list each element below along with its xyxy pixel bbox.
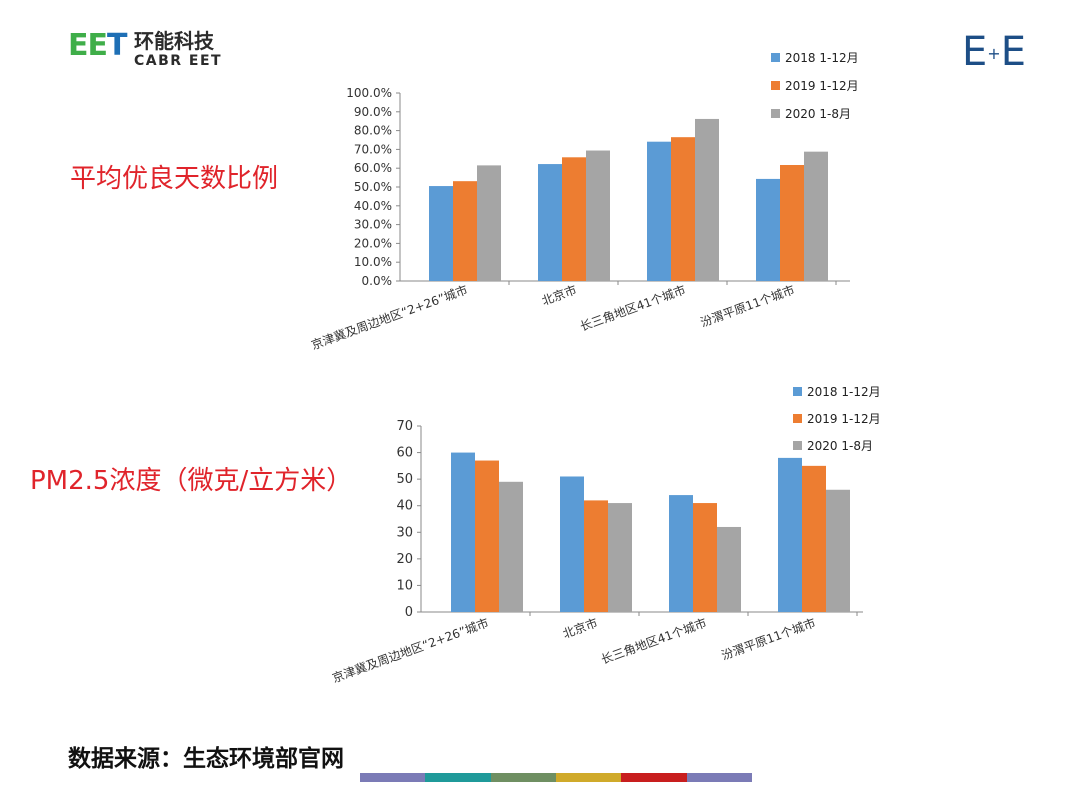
y-tick-label: 90.0% — [354, 105, 392, 119]
bar-3-1 — [477, 165, 501, 281]
y-tick-label: 20.0% — [354, 236, 392, 250]
brand-logo: EET 环能科技 CABR EET — [68, 30, 268, 72]
legend-swatch — [771, 53, 780, 62]
y-tick-label: 100.0% — [346, 86, 392, 100]
y-tick-label: 30 — [396, 525, 413, 540]
x-category-label: 京津冀及周边地区“2+26”城市 — [330, 615, 491, 686]
y-tick-label: 20 — [396, 552, 413, 567]
bar-3-1 — [499, 481, 523, 612]
bar-1-2 — [560, 476, 584, 612]
y-tick-label: 50.0% — [354, 180, 392, 194]
x-category-label: 北京市 — [561, 615, 600, 641]
legend-swatch — [771, 81, 780, 90]
y-tick-label: 50 — [396, 472, 413, 487]
bar-2-1 — [453, 181, 477, 281]
y-tick-label: 10 — [396, 578, 413, 593]
y-tick-label: 30.0% — [354, 218, 392, 232]
legend-label: 2019 1-12月 — [807, 412, 881, 426]
legend-label: 2018 1-12月 — [807, 385, 881, 399]
bar-1-4 — [756, 178, 780, 281]
chart2-side-title: PM2.5浓度（微克/立方米） — [30, 466, 353, 496]
bar-1-1 — [429, 186, 453, 281]
corner-brand-mark: E+E — [962, 30, 1026, 74]
legend-label: 2019 1-12月 — [785, 79, 859, 93]
legend-label: 2020 1-8月 — [785, 107, 851, 121]
bar-3-2 — [608, 503, 632, 612]
bar-3-4 — [826, 489, 850, 612]
bar-2-2 — [584, 500, 608, 612]
bar-2-4 — [780, 165, 804, 281]
x-category-label: 汾渭平原11个城市 — [719, 615, 817, 663]
stripe-segment — [555, 773, 622, 782]
corner-mark-left: E — [962, 29, 988, 75]
stripe-segment — [360, 773, 426, 782]
corner-mark-right: E — [1000, 29, 1026, 75]
y-tick-label: 40.0% — [354, 199, 392, 213]
footer-color-stripe — [360, 773, 752, 782]
stripe-segment — [490, 773, 556, 782]
bar-2-1 — [475, 460, 499, 612]
legend-label: 2018 1-12月 — [785, 51, 859, 65]
bar-3-3 — [717, 526, 741, 612]
bar-1-2 — [538, 164, 562, 281]
bar-1-3 — [669, 495, 693, 612]
y-tick-label: 70 — [396, 419, 413, 434]
stripe-segment — [621, 773, 687, 782]
legend-label: 2020 1-8月 — [807, 439, 873, 453]
legend-swatch — [793, 387, 802, 396]
bar-1-3 — [647, 141, 671, 281]
bar-3-4 — [804, 151, 828, 281]
legend-swatch — [771, 109, 780, 118]
bar-2-3 — [671, 137, 695, 281]
legend-swatch — [793, 414, 802, 423]
corner-mark-plus: + — [987, 44, 1001, 63]
legend-swatch — [793, 441, 802, 450]
y-tick-label: 70.0% — [354, 142, 392, 156]
logo-english-text: CABR EET — [134, 53, 223, 69]
bar-1-1 — [451, 452, 475, 612]
bar-2-2 — [562, 157, 586, 281]
y-tick-label: 0.0% — [362, 274, 393, 288]
bar-2-3 — [693, 503, 717, 612]
y-tick-label: 0 — [405, 605, 413, 620]
logo-mark-green: EE — [68, 28, 108, 63]
data-source-note: 数据来源：生态环境部官网 — [68, 746, 344, 772]
y-tick-label: 40 — [396, 499, 413, 514]
y-tick-label: 80.0% — [354, 124, 392, 138]
bar-3-3 — [695, 118, 719, 281]
chart1-side-title: 平均优良天数比例 — [70, 164, 279, 194]
logo-mark: EET — [68, 28, 127, 63]
bar-2-4 — [802, 465, 826, 612]
y-tick-label: 10.0% — [354, 255, 392, 269]
y-tick-label: 60 — [396, 446, 413, 461]
bar-3-2 — [586, 150, 610, 281]
stripe-segment — [686, 773, 752, 782]
logo-mark-blue: T — [107, 28, 127, 63]
bar-1-4 — [778, 457, 802, 612]
y-tick-label: 60.0% — [354, 161, 392, 175]
stripe-segment — [425, 773, 491, 782]
x-category-label: 长三角地区41个城市 — [599, 615, 709, 667]
logo-chinese-text: 环能科技 — [134, 29, 214, 53]
